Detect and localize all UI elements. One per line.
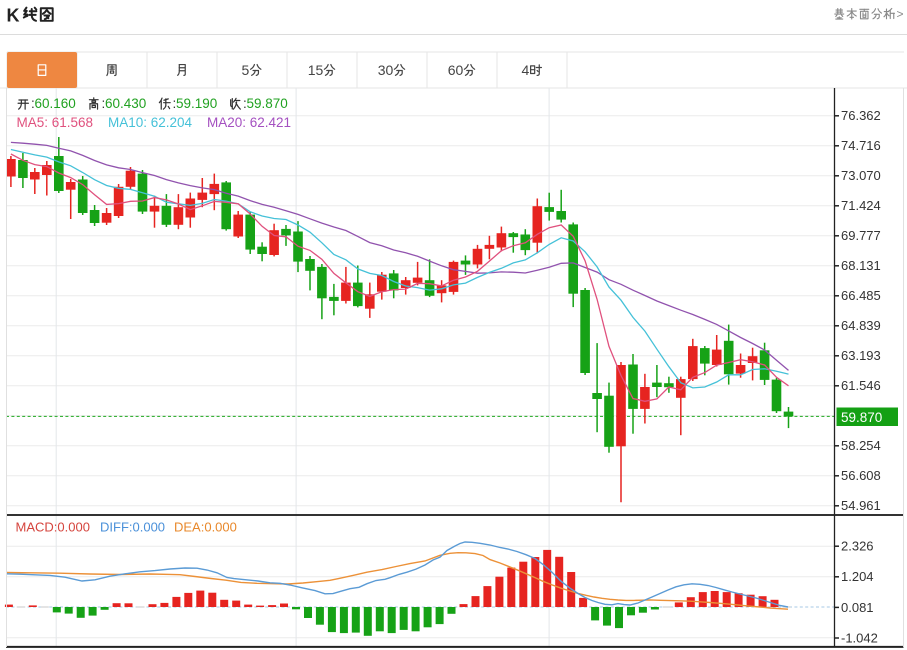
svg-text:60: 60 [448, 62, 464, 78]
svg-text:63.193: 63.193 [841, 348, 881, 363]
svg-text:60.430: 60.430 [105, 96, 146, 111]
svg-text:MACD:0.000: MACD:0.000 [16, 520, 90, 535]
svg-text:K: K [7, 6, 20, 26]
svg-text:76.362: 76.362 [841, 108, 881, 123]
svg-text:59.190: 59.190 [176, 96, 217, 111]
svg-text:>: > [897, 7, 904, 21]
svg-text:64.839: 64.839 [841, 318, 881, 333]
svg-text:61.546: 61.546 [841, 378, 881, 393]
svg-text:MA10: 62.204: MA10: 62.204 [108, 115, 193, 130]
svg-text:MA5: 61.568: MA5: 61.568 [17, 115, 94, 130]
svg-text:73.070: 73.070 [841, 168, 881, 183]
svg-text:5: 5 [242, 62, 250, 78]
svg-text:59.870: 59.870 [841, 410, 882, 425]
svg-text:MA20: 62.421: MA20: 62.421 [207, 115, 291, 130]
svg-text:74.716: 74.716 [841, 138, 881, 153]
svg-text:15: 15 [308, 62, 324, 78]
svg-text:4: 4 [522, 62, 530, 78]
svg-text:56.608: 56.608 [841, 468, 881, 483]
svg-text::: : [173, 96, 177, 111]
svg-text::: : [102, 96, 106, 111]
svg-text:54.961: 54.961 [841, 498, 881, 513]
svg-text:DEA:0.000: DEA:0.000 [174, 520, 237, 535]
svg-text:69.777: 69.777 [841, 228, 881, 243]
svg-text:0.081: 0.081 [841, 600, 874, 615]
svg-text:2.326: 2.326 [841, 539, 874, 554]
svg-text:60.160: 60.160 [35, 96, 76, 111]
svg-text:66.485: 66.485 [841, 288, 881, 303]
svg-text:30: 30 [378, 62, 394, 78]
svg-text:59.870: 59.870 [247, 96, 288, 111]
svg-text::: : [31, 96, 35, 111]
svg-text:1.204: 1.204 [841, 569, 874, 584]
svg-text:-1.042: -1.042 [841, 630, 878, 645]
svg-text::: : [243, 96, 247, 111]
svg-text:68.131: 68.131 [841, 258, 881, 273]
svg-text:58.254: 58.254 [841, 438, 881, 453]
svg-text:71.424: 71.424 [841, 198, 881, 213]
svg-text:DIFF:0.000: DIFF:0.000 [100, 520, 165, 535]
